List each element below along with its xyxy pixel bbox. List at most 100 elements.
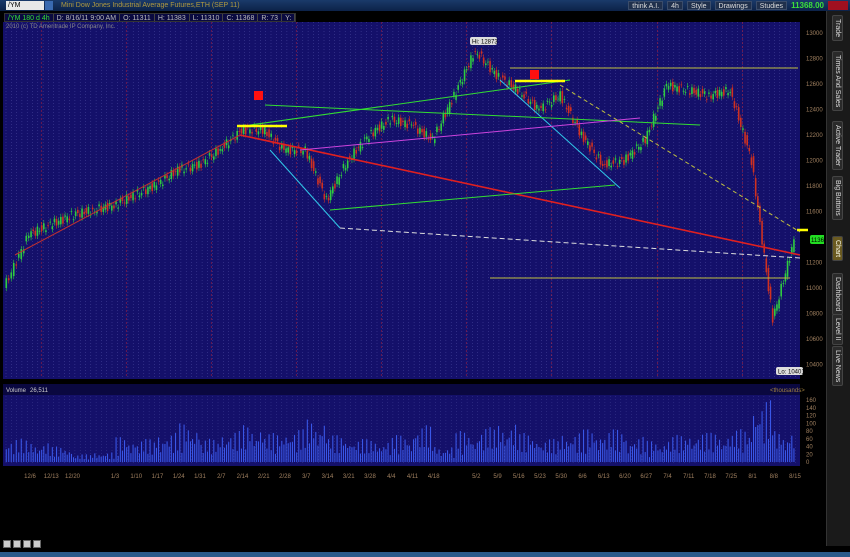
candle [508,80,510,86]
candle [720,91,723,97]
pan-icon[interactable] [23,540,31,548]
candle [723,89,725,96]
candle [584,135,587,141]
candle [474,51,476,52]
sidebar-tab-dashboard[interactable]: Dashboard [832,273,843,316]
date-tick-label: 5/30 [555,474,567,480]
candle [440,123,442,131]
candle [519,88,521,90]
style-button[interactable]: Style [686,1,711,10]
candle [372,132,374,137]
alert-icon[interactable] [828,1,848,10]
candle [470,55,472,69]
candle [157,180,160,182]
candle [599,154,602,165]
drawings [14,67,808,279]
candle [640,147,642,151]
think-ai-button[interactable]: think A.I. [628,1,664,10]
sidebar-tab-live-news[interactable]: Live News [832,346,843,387]
candle [644,138,646,144]
candle [119,198,122,203]
date-tick-label: 8/8 [770,474,779,480]
sidebar-tab-trade[interactable]: Trade [832,15,843,42]
candle [259,125,262,130]
candle [270,133,272,137]
candle [312,161,315,171]
candle [317,178,319,185]
candle [761,221,763,245]
candle [285,148,287,153]
candle [319,176,321,184]
candle [572,117,574,124]
candle [782,283,785,284]
chart-area[interactable]: 13000 12800 12600 12400 12200 12000 11800 11600… [0,11,824,551]
date-tick-label: 3/28 [364,474,376,480]
studies-button[interactable]: Studies [755,1,788,10]
candle [172,170,175,177]
candle [686,86,689,87]
candle [266,131,268,136]
candle [536,104,538,109]
aggregation-button[interactable]: 4h [667,1,683,10]
svg-text:Lo: 10401: Lo: 10401 [778,370,805,376]
window-icon[interactable] [33,540,41,548]
candle [179,166,181,173]
candle [27,235,30,239]
candle [91,207,94,210]
volume-tick-label: 40 [806,445,813,451]
candle [485,63,487,66]
candle [191,164,194,172]
zoom-icon[interactable] [13,540,21,548]
candle [149,185,151,190]
candle [387,116,389,120]
price-tick-label: 13000 [806,31,823,37]
candle [659,98,661,106]
sidebar-tab-times-and-sales[interactable]: Times And Sales [832,51,843,112]
candle [559,91,561,102]
candle [189,167,192,172]
candle [62,216,64,224]
candle [79,213,81,218]
candle [274,137,277,141]
candle [627,154,629,161]
sidebar-tab-chart[interactable]: Chart [832,236,843,262]
candle [553,95,555,102]
candle [465,69,468,70]
sidebar-tab-big-buttons[interactable]: Big Buttons [832,176,843,220]
candle [718,90,721,96]
candle [353,148,355,160]
sidebar-tab-level-ii[interactable]: Level II [832,314,843,345]
grid-icon[interactable] [3,540,11,548]
candle [287,147,289,153]
candle [77,209,79,214]
candle [578,124,581,136]
candle [646,130,649,145]
candle [582,131,585,142]
candle [621,157,623,159]
date-tick-label: 4/4 [387,474,396,480]
range-readout: R: 73 [258,14,283,22]
symbol-input[interactable]: /YM [6,1,44,10]
candle [40,225,43,232]
candle [30,231,32,238]
candle [650,125,653,127]
candle [735,106,738,108]
sidebar-tab-active-trader[interactable]: Active Trader [832,121,843,171]
candle [771,308,774,323]
candle [355,149,357,154]
candle [164,175,166,179]
symbol-dropdown-button[interactable] [45,1,53,10]
candle [542,103,544,112]
candle [427,138,430,140]
date-tick-label: 7/4 [663,474,672,480]
y-readout: Y: [282,14,296,22]
candle [446,107,449,114]
price-tick-label: 10400 [806,363,823,369]
candle [682,90,685,92]
candle [251,132,253,134]
candle [482,57,485,64]
volume-tick-label: 100 [806,421,817,427]
drawings-button[interactable]: Drawings [714,1,752,10]
candle [342,163,345,169]
candle [510,80,513,87]
